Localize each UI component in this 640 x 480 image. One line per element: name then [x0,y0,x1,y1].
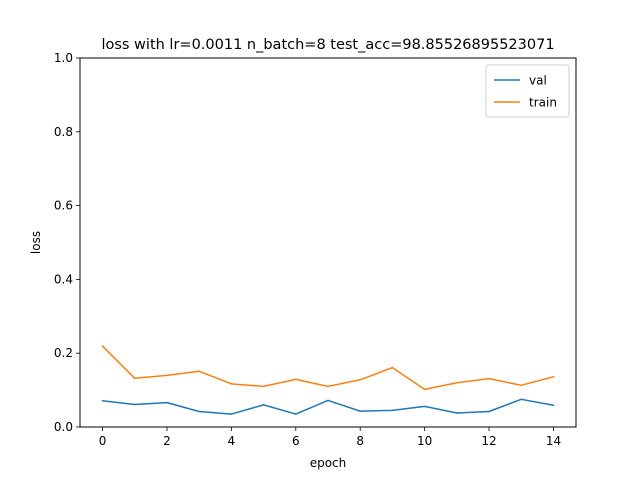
series-line-train [101,345,555,391]
x-tick-label: 12 [481,434,496,448]
data-point-val-9 [391,409,394,412]
x-tick-label: 6 [292,434,300,448]
data-point-val-13 [520,398,523,401]
y-tick-label: 1.0 [54,51,73,65]
data-point-val-7 [327,399,329,402]
x-tick-label: 14 [546,434,561,448]
y-tick-label: 0.6 [54,199,73,213]
series-line-val [101,398,555,415]
axis-ticks: 0 2 4 6 8 10 12 14 0.0 0.2 0.4 0.6 0.8 1.0 [54,51,561,448]
legend-label-val: val [529,74,547,88]
data-point-train-7 [327,385,329,388]
x-axis-label: epoch [310,456,347,470]
data-point-val-8 [359,410,362,412]
legend-label-train: train [529,96,557,110]
x-tick-label: 2 [163,434,171,448]
x-tick-label: 8 [356,434,364,448]
data-point-train-11 [456,381,458,384]
x-tick-label: 10 [417,434,432,448]
data-point-train-10 [423,388,426,391]
data-point-val-12 [488,410,490,413]
legend-box [485,64,570,118]
data-point-train-4 [230,383,233,385]
data-point-train-6 [294,378,297,381]
data-point-val-6 [294,413,297,415]
data-point-train-2 [166,374,168,377]
axes-frame [79,57,577,428]
data-point-train-14 [552,376,555,378]
data-point-val-14 [552,404,555,407]
data-point-train-13 [520,384,523,387]
chart-title: loss with lr=0.0011 n_batch=8 test_acc=9… [101,37,554,53]
y-tick-label: 0.8 [54,125,73,139]
data-point-train-5 [262,385,265,388]
data-point-train-3 [198,370,200,373]
data-point-val-11 [456,412,458,414]
data-point-val-10 [423,405,426,408]
data-point-val-3 [198,410,200,413]
data-point-val-1 [133,403,136,406]
y-tick-label: 0.2 [54,346,73,360]
x-tick-label: 0 [99,434,107,448]
data-point-train-9 [391,366,394,369]
legend: val train [485,64,570,118]
data-point-val-0 [101,400,104,402]
data-point-val-4 [230,413,233,415]
x-tick-label: 4 [228,434,236,448]
y-tick-label: 0.4 [54,272,73,286]
y-tick-label: 0.0 [54,420,73,434]
data-point-val-2 [166,401,168,404]
data-point-val-5 [262,404,265,406]
plot-area [101,345,555,415]
data-point-train-8 [359,378,362,381]
data-point-train-12 [488,377,490,380]
y-axis-label: loss [29,231,43,254]
data-point-train-1 [133,377,136,380]
data-point-train-0 [101,345,104,347]
